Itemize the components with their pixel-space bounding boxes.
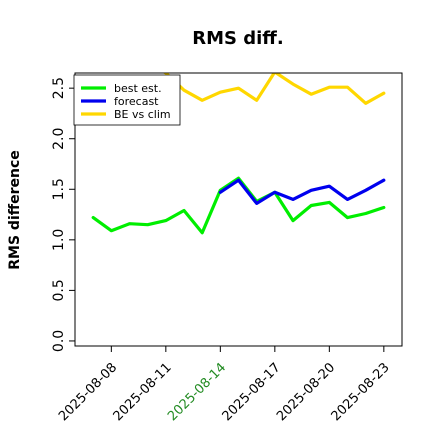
plot-frame bbox=[74, 72, 403, 347]
legend-label-2: forecast bbox=[114, 95, 159, 108]
series-layer bbox=[91, 73, 386, 235]
legend-label-1: best est. bbox=[114, 82, 162, 95]
series-line-2 bbox=[218, 178, 386, 205]
chart-title: RMS diff. bbox=[192, 28, 283, 49]
y-tick-label: 0.5 bbox=[51, 279, 67, 301]
y-tick-label: 1.0 bbox=[51, 229, 67, 251]
y-tick-label: 2.5 bbox=[51, 77, 67, 99]
y-tick-label: 2.0 bbox=[51, 128, 67, 150]
y-tick-label: 0.0 bbox=[51, 330, 67, 352]
y-tick-label: 1.5 bbox=[51, 178, 67, 200]
y-axis-label: RMS difference bbox=[7, 150, 23, 270]
series-line-3 bbox=[162, 73, 386, 105]
y-axis: 0.0 0.5 1.0 1.5 2.0 2.5 bbox=[51, 77, 75, 352]
series-line-1 bbox=[91, 176, 386, 235]
legend-label-3: BE vs clim bbox=[114, 108, 171, 121]
x-tick-label: 2025-08-23 bbox=[329, 360, 393, 424]
x-axis: 2025-08-082025-08-112025-08-142025-08-17… bbox=[56, 346, 393, 424]
